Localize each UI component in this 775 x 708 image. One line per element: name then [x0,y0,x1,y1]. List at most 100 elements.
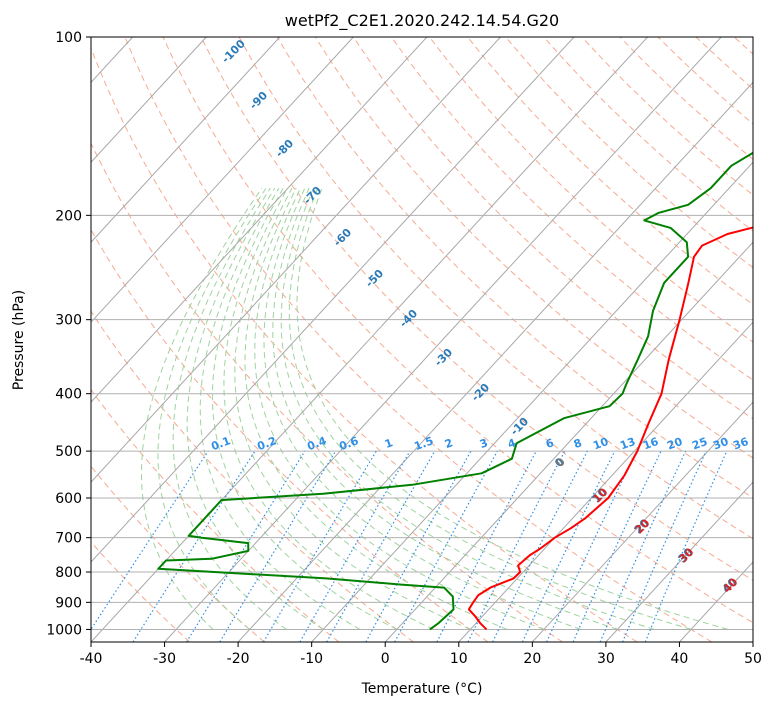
mixing-ratio-line [492,450,588,642]
y-axis: 100 200 300 400 500 600 700 800 900 1000 [46,30,91,638]
mixing-ratio-line [467,450,566,642]
dry-adiabat-label: -70 [301,184,324,207]
dry-adiabat-line [505,37,753,269]
y-tick-label: 500 [55,444,82,460]
mixing-ratio-line [599,450,687,642]
y-axis-title: Pressure (hPa) [11,290,27,390]
isotherm-line [237,81,753,642]
y-tick-label: 100 [55,30,82,46]
dry-adiabat-line [733,37,753,55]
dry-adiabat-line [390,37,753,381]
y-tick-label: 600 [55,491,82,507]
dry-adiabat-label: -10 [508,415,531,438]
mixing-ratio-line [91,450,209,631]
dry-adiabat-line [162,37,753,624]
mixing-ratio-lines [91,450,728,642]
mixing-ratio-label: 0.1 [209,434,232,453]
moist-adiabat-line [223,187,434,630]
x-tick-label: 30 [597,651,615,667]
moist-adiabats [140,187,728,630]
isotherm-line [91,37,428,403]
isotherm-line [531,401,753,642]
dry-adiabat-line [238,37,753,540]
dry-adiabat-label: -100 [219,37,248,66]
y-tick-label: 900 [55,595,82,611]
moist-adiabat-line [172,187,287,630]
y-tick-label: 800 [55,565,82,581]
mixing-ratio-line [622,450,707,642]
moist-adiabat-line [263,187,581,630]
line-labels: -100-90-80-70-60-50-40-30-20-10010203040… [209,37,750,596]
dry-adiabat-label: -40 [397,307,420,330]
mixing-ratio-line [262,450,377,642]
dry-adiabat-line [581,37,753,196]
mixing-ratio-line [546,450,638,642]
x-tick-label: 20 [523,651,541,667]
moist-adiabat-line [280,188,655,630]
dry-adiabat-line [91,228,489,642]
mixing-ratio-line [186,450,306,642]
x-tick-label: -20 [227,651,250,667]
skewed-isotherms [0,37,753,642]
dry-adiabat-line [619,37,753,160]
y-tick-label: 1000 [46,622,82,638]
isotherm-line [458,321,753,642]
dry-adiabat-line [91,46,638,642]
x-tick-label: 40 [671,651,689,667]
dry-adiabat-line [91,142,563,642]
dry-adiabat-label: -50 [363,267,386,290]
dry-adiabat-line [91,465,265,642]
profile-lines [157,151,753,631]
isotherm-line [0,37,59,642]
plot-frame [90,36,754,643]
moist-adiabat-line [244,187,508,630]
dry-adiabat-line [657,37,753,125]
dry-adiabat-line [429,37,753,343]
isotherm-line [384,241,753,642]
y-tick-label: 200 [55,208,82,224]
moist-adiabat-line [211,187,398,630]
dry-adiabat-line [543,37,753,232]
mixing-ratio-label: 6 [544,436,556,451]
dry-adiabat-line [200,37,753,581]
x-tick-label: -10 [300,651,323,667]
mixing-ratio-label: 36 [731,435,750,453]
isotherm-line [91,37,354,323]
mixing-ratio-label: 25 [690,435,709,452]
isobars [91,37,753,630]
moist-adiabat-line [288,188,692,630]
moist-adiabat-line [234,187,471,630]
temperature-line [467,226,753,631]
isotherm-line [164,37,722,642]
mixing-ratio-line [572,450,662,642]
dry-adiabat-line [352,37,753,420]
dry-adiabat-line [91,541,191,642]
x-tick-label: -30 [153,651,176,667]
isotherm-line [91,37,648,642]
mixing-ratio-label: 20 [665,435,684,453]
dry-adiabat-line [314,37,753,459]
isotherm-line [91,37,501,483]
moist-adiabat-label: 10 [591,485,611,505]
dry-adiabat-line [695,37,753,90]
moist-adiabat-line [140,187,263,630]
mixing-ratio-label: 10 [591,435,610,453]
dry-adiabats [91,37,753,642]
mixing-ratio-line [132,450,256,642]
y-tick-label: 300 [55,313,82,329]
mixing-ratio-label: 16 [641,435,660,453]
moist-adiabat-line [272,188,618,630]
x-tick-label: 50 [744,651,762,667]
dry-adiabat-line [124,37,713,642]
mixing-ratio-line [299,450,411,642]
mixing-ratio-label: 0.2 [255,434,278,453]
mixing-ratio-line [326,450,436,642]
dry-adiabat-label: -80 [273,137,296,160]
x-tick-label: -40 [80,651,103,667]
y-tick-label: 400 [55,387,82,403]
isotherm-line [752,641,753,642]
mixing-ratio-label: 4 [506,436,518,451]
chart-title: wetPf2_C2E1.2020.242.14.54.G20 [285,11,559,31]
isotherm-line [91,37,281,243]
